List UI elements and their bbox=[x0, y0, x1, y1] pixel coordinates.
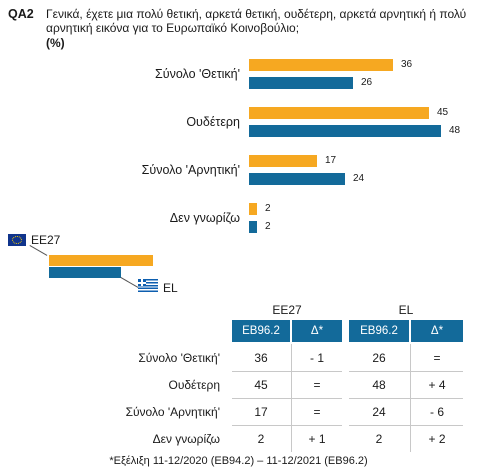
bar-chart: Σύνολο 'Θετική' 36 26 Ουδέτερη 45 48 Σύνολο 'Α… bbox=[141, 59, 461, 233]
table-cell: 48 bbox=[372, 377, 386, 392]
legend-el-label: EL bbox=[163, 281, 178, 295]
table-cell: 26 bbox=[372, 350, 386, 365]
category-label: Δεν γνωρίζω bbox=[169, 211, 240, 225]
bar-eu27 bbox=[249, 155, 317, 167]
table-cell: = bbox=[313, 404, 321, 419]
question-code: QA2 bbox=[8, 7, 34, 21]
category-label: Ουδέτερη bbox=[186, 115, 240, 129]
eu-flag-icon bbox=[8, 234, 26, 246]
category-label: Σύνολο 'Θετική' bbox=[155, 67, 240, 81]
table-cell: + 4 bbox=[428, 377, 446, 392]
data-label: 17 bbox=[325, 155, 337, 166]
table-cell: - 1 bbox=[309, 350, 324, 365]
data-label: 24 bbox=[353, 173, 365, 184]
table-row-label: Σύνολο 'Αρνητική' bbox=[125, 405, 220, 419]
table-row-label: Σύνολο 'Θετική' bbox=[138, 351, 220, 365]
legend-el-connector bbox=[120, 277, 139, 288]
data-label: 45 bbox=[437, 107, 449, 118]
legend-eu-label: ΕΕ27 bbox=[31, 233, 61, 247]
table-cell: = bbox=[313, 377, 321, 392]
table-cell: 45 bbox=[254, 377, 268, 392]
question-text: Γενικά, έχετε μια πολύ θετική, αρκετά θε… bbox=[46, 7, 467, 35]
table-row-label: Δεν γνωρίζω bbox=[152, 432, 220, 446]
category-label: Σύνολο 'Αρνητική' bbox=[141, 163, 240, 177]
table-cell: 2 bbox=[257, 431, 265, 446]
table-col-divider bbox=[410, 344, 411, 452]
table-cell: + 2 bbox=[428, 431, 446, 446]
table-row-divider bbox=[349, 398, 463, 399]
table-header-el-delta: Δ* bbox=[411, 320, 463, 342]
data-label: 2 bbox=[265, 203, 271, 214]
table-cell: + 1 bbox=[308, 431, 326, 446]
table-row-divider bbox=[349, 371, 463, 372]
table-cell: - 6 bbox=[429, 404, 444, 419]
table-group-el: EL bbox=[398, 303, 414, 317]
table-row-divider bbox=[232, 371, 342, 372]
table-cell: 24 bbox=[372, 404, 386, 419]
legend-el-bar bbox=[49, 267, 121, 278]
table-header-eu-eb: EB96.2 bbox=[232, 320, 290, 342]
data-label: 48 bbox=[449, 125, 461, 136]
bar-el bbox=[249, 125, 441, 137]
table-row-label: Ουδέτερη bbox=[168, 378, 220, 392]
footnote: *Εξέλιξη 11-12/2020 (EB94.2) – 11-12/202… bbox=[109, 455, 368, 467]
data-label: 2 bbox=[265, 221, 271, 232]
table-cell: = bbox=[433, 350, 441, 365]
table-cell: 17 bbox=[254, 404, 268, 419]
table-col-divider bbox=[291, 344, 292, 452]
table-row-divider bbox=[349, 425, 463, 426]
data-label: 26 bbox=[361, 77, 373, 88]
table-group-eu: ΕΕ27 bbox=[272, 303, 302, 317]
bar-el bbox=[249, 173, 345, 185]
legend-eu-bar bbox=[49, 255, 153, 266]
data-label: 36 bbox=[401, 59, 413, 70]
table-header-el-eb: EB96.2 bbox=[349, 320, 409, 342]
table-cell: 2 bbox=[375, 431, 383, 446]
table-cell: 36 bbox=[254, 350, 268, 365]
bar-el bbox=[249, 77, 353, 89]
bar-eu27 bbox=[249, 203, 257, 215]
bar-el bbox=[249, 221, 257, 233]
bar-eu27 bbox=[249, 59, 393, 71]
bar-eu27 bbox=[249, 107, 429, 119]
table-row-divider bbox=[232, 425, 342, 426]
greek-flag-icon bbox=[138, 279, 158, 292]
table-row-divider bbox=[232, 398, 342, 399]
question-unit: (%) bbox=[46, 36, 65, 50]
table-header-eu-delta: Δ* bbox=[292, 320, 342, 342]
